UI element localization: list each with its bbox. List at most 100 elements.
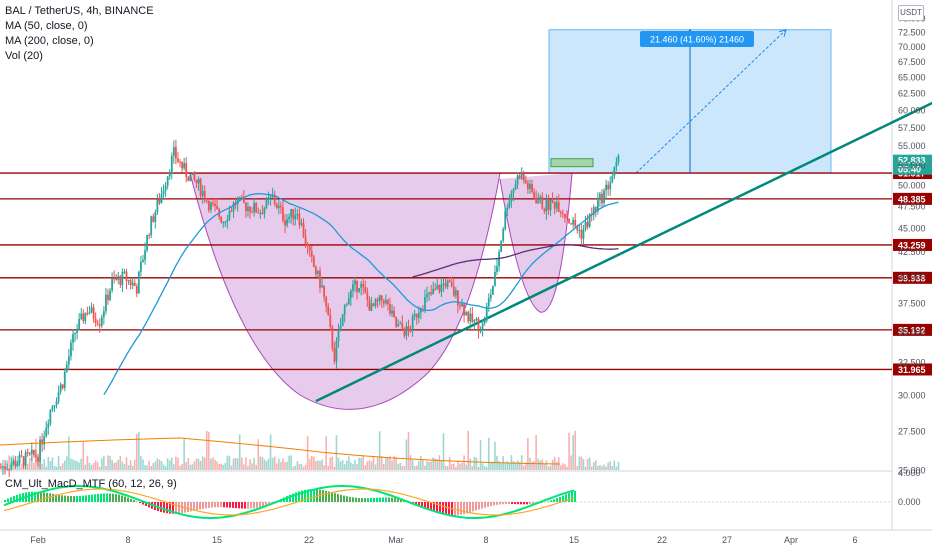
- candle[interactable]: [555, 195, 558, 213]
- candle[interactable]: [541, 192, 544, 210]
- candle[interactable]: [358, 287, 360, 294]
- candle[interactable]: [333, 341, 336, 365]
- candle[interactable]: [440, 278, 443, 298]
- legend-symbol[interactable]: BAL / TetherUS, 4h, BINANCE: [5, 5, 154, 17]
- candle[interactable]: [259, 209, 262, 219]
- candle[interactable]: [529, 179, 531, 194]
- candle[interactable]: [273, 190, 276, 207]
- candle[interactable]: [255, 201, 258, 214]
- candle[interactable]: [10, 456, 13, 471]
- candle[interactable]: [117, 271, 120, 285]
- candle[interactable]: [522, 170, 525, 184]
- candle[interactable]: [191, 171, 194, 176]
- candle[interactable]: [607, 180, 610, 196]
- candle[interactable]: [185, 157, 188, 183]
- candle[interactable]: [411, 313, 414, 337]
- legend-ma200[interactable]: MA (200, close, 0): [5, 35, 94, 47]
- candle[interactable]: [413, 310, 416, 321]
- candle[interactable]: [512, 188, 515, 202]
- candle[interactable]: [271, 187, 274, 199]
- candle[interactable]: [401, 315, 404, 332]
- candle[interactable]: [349, 288, 352, 307]
- candle[interactable]: [564, 214, 566, 223]
- candle[interactable]: [438, 284, 441, 294]
- candle[interactable]: [150, 215, 153, 239]
- candle[interactable]: [331, 324, 334, 352]
- candle[interactable]: [366, 287, 369, 307]
- candle[interactable]: [489, 289, 492, 302]
- candle[interactable]: [502, 226, 505, 243]
- candle[interactable]: [205, 198, 208, 204]
- candle[interactable]: [356, 280, 358, 300]
- candle[interactable]: [80, 308, 83, 321]
- candle[interactable]: [88, 305, 91, 315]
- candle[interactable]: [170, 152, 173, 180]
- candle[interactable]: [557, 194, 560, 213]
- candle[interactable]: [78, 312, 81, 331]
- candle[interactable]: [158, 193, 161, 206]
- candle[interactable]: [84, 312, 87, 325]
- candle[interactable]: [142, 254, 144, 263]
- candle[interactable]: [327, 303, 330, 316]
- candle[interactable]: [312, 254, 315, 268]
- candle[interactable]: [123, 268, 126, 275]
- candle[interactable]: [298, 207, 301, 229]
- candle[interactable]: [572, 216, 575, 229]
- candle[interactable]: [494, 265, 496, 287]
- candle[interactable]: [483, 316, 486, 326]
- legend-ma50[interactable]: MA (50, close, 0): [5, 20, 88, 32]
- candle[interactable]: [4, 460, 6, 475]
- candle[interactable]: [238, 196, 241, 201]
- candle[interactable]: [337, 323, 340, 348]
- candle[interactable]: [45, 421, 48, 438]
- candle[interactable]: [436, 279, 439, 290]
- candle[interactable]: [160, 187, 163, 204]
- candle[interactable]: [352, 280, 354, 298]
- candle[interactable]: [137, 270, 140, 294]
- candle[interactable]: [193, 171, 196, 182]
- candle[interactable]: [444, 278, 447, 289]
- candle[interactable]: [574, 213, 577, 228]
- candle[interactable]: [32, 449, 35, 458]
- candle[interactable]: [452, 278, 455, 298]
- candle[interactable]: [100, 314, 103, 328]
- candle[interactable]: [168, 169, 171, 180]
- candle[interactable]: [339, 318, 342, 332]
- candle[interactable]: [518, 174, 521, 180]
- candle[interactable]: [257, 207, 260, 214]
- candle[interactable]: [63, 368, 66, 392]
- candle[interactable]: [547, 194, 550, 215]
- candle[interactable]: [471, 306, 474, 324]
- candle[interactable]: [302, 218, 305, 239]
- candle[interactable]: [323, 285, 326, 302]
- candle[interactable]: [317, 270, 319, 278]
- candle[interactable]: [76, 323, 79, 340]
- candle[interactable]: [148, 232, 151, 240]
- candle[interactable]: [102, 306, 105, 325]
- candle[interactable]: [244, 201, 247, 219]
- candle[interactable]: [397, 319, 400, 328]
- candle[interactable]: [164, 181, 167, 197]
- candle[interactable]: [82, 309, 85, 324]
- candle[interactable]: [232, 201, 235, 219]
- candle[interactable]: [403, 327, 406, 339]
- candle[interactable]: [253, 198, 256, 217]
- candle[interactable]: [30, 442, 33, 461]
- candle[interactable]: [277, 199, 280, 215]
- candle[interactable]: [119, 275, 122, 289]
- candle[interactable]: [140, 255, 142, 277]
- candle[interactable]: [152, 213, 155, 223]
- candle[interactable]: [467, 310, 470, 324]
- candle[interactable]: [72, 329, 74, 351]
- candle[interactable]: [531, 179, 533, 194]
- candle[interactable]: [605, 179, 607, 199]
- candle[interactable]: [26, 448, 29, 457]
- candle[interactable]: [498, 249, 500, 272]
- candle[interactable]: [599, 191, 601, 207]
- candle[interactable]: [74, 332, 76, 343]
- candle[interactable]: [405, 321, 408, 340]
- candle[interactable]: [615, 157, 618, 172]
- candle[interactable]: [201, 184, 204, 204]
- candle[interactable]: [162, 184, 165, 200]
